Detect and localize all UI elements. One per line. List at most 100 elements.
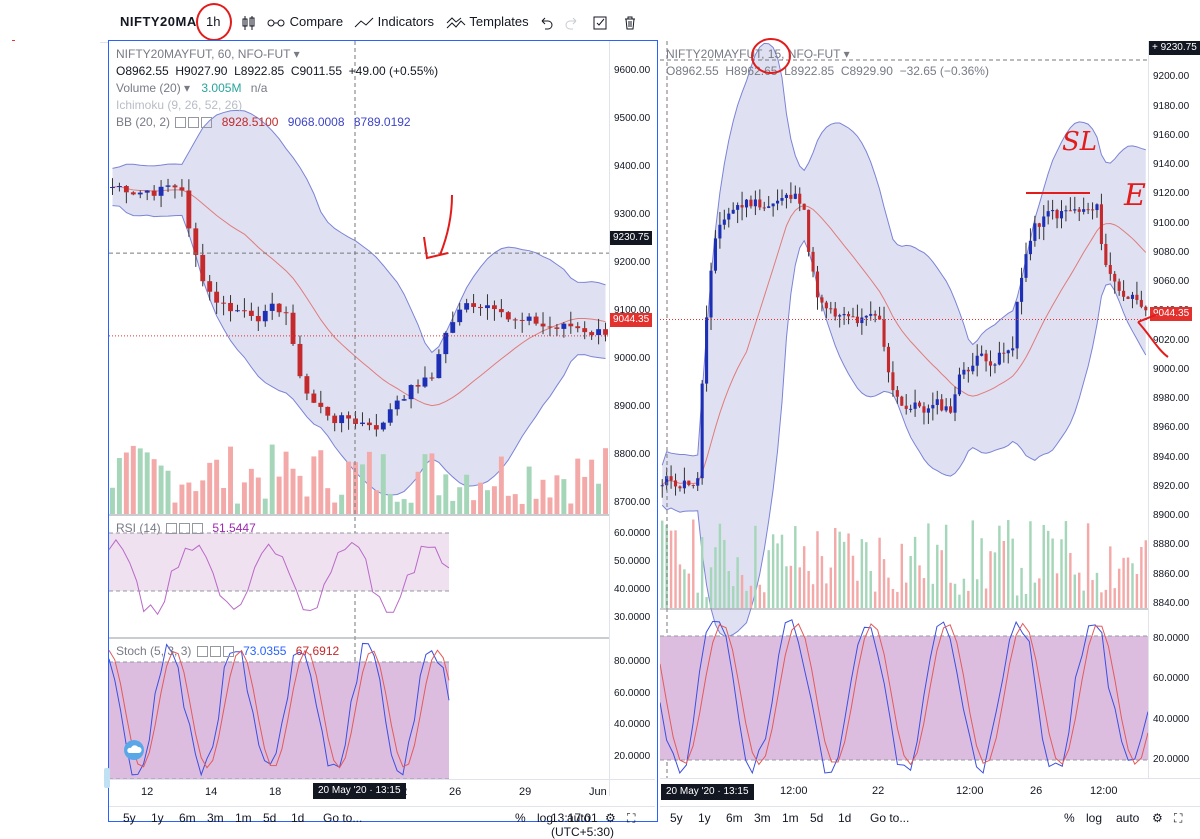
right-price-tick: 9000.00 [1153,363,1190,375]
chevron-down-icon[interactable]: ▾ [184,81,191,95]
volume-bar [705,597,708,608]
right-price-tick: 9180.00 [1153,100,1190,112]
right-range-5d[interactable]: 5d [810,811,824,825]
right-price-tick: 8960.00 [1153,422,1190,434]
candle-body [1073,209,1077,211]
templates-button[interactable]: Templates [446,12,529,32]
left-range-3m[interactable]: 3m [207,811,224,825]
eye-icon[interactable] [209,646,221,658]
volume-bar [255,477,261,514]
volume-bar [519,503,525,514]
left-rsi-legend[interactable]: RSI (14) 51.5447 [116,521,256,535]
volume-bar [922,578,926,608]
indicators-label: Indicators [377,14,434,29]
scroll-handle[interactable] [104,768,110,788]
volume-bar [1122,557,1125,608]
right-range-1y[interactable]: 1y [698,811,711,825]
volume-bar [568,503,574,514]
candle-body [547,326,553,328]
right-range-1m[interactable]: 1m [782,811,799,825]
left-chart[interactable] [109,41,609,796]
right-gear-icon[interactable]: ⚙ [1152,811,1163,825]
bollinger-upper-line [661,42,1146,466]
right-range-3m[interactable]: 3m [754,811,771,825]
volume-bar [714,547,717,608]
left-price-axis[interactable]: 9600.00 9500.00 9400.00 9300.00 9200.00 9100.… [609,41,656,796]
select-button[interactable] [592,12,608,32]
interval-circle-mark [196,3,232,41]
rsi-line [109,539,450,616]
right-time-axis[interactable]: 12:00 22 12:00 26 12:00 [660,778,1200,803]
left-range-1y[interactable]: 1y [151,811,164,825]
right-price-tick: 8880.00 [1153,539,1190,551]
left-auto-toggle[interactable]: auto [567,811,591,825]
close-icon[interactable] [201,117,213,129]
symbol-search[interactable]: NIFTY20MA [120,14,197,29]
candle-body [793,193,797,199]
right-range-1d[interactable]: 1d [838,811,852,825]
chevron-down-icon[interactable]: ▾ [843,47,850,61]
volume-bar [900,543,903,608]
right-chart[interactable] [660,41,1148,778]
volume-bar [678,564,682,608]
volume-bar [958,594,961,608]
tradingview-logo[interactable] [124,740,144,760]
right-log-toggle[interactable]: log [1086,811,1103,825]
candle-body [709,270,713,318]
left-high: H9027.90 [175,64,228,78]
right-fullscreen-icon[interactable]: ⛶ [1174,811,1183,825]
left-goto-button[interactable]: Go to... [323,811,363,825]
right-price-tick: 9160.00 [1153,129,1190,141]
right-range-5y[interactable]: 5y [670,811,683,825]
candle-body [713,238,718,271]
eye-icon[interactable] [188,117,200,129]
volume-bar [186,482,192,514]
candle-body [408,385,414,400]
candle-body [926,408,930,413]
left-stoch-legend[interactable]: Stoch (5, 3, 3) 73.0355 67.6912 [116,644,339,658]
settings-icon[interactable] [175,117,187,129]
close-icon[interactable] [192,523,204,535]
settings-icon[interactable] [196,646,208,658]
volume-bar [1082,590,1085,608]
volume-value: 3.005M [201,81,242,95]
left-range-5d[interactable]: 5d [263,811,277,825]
right-price-axis[interactable]: 9220.009200.009180.009160.009140.009120.… [1148,41,1200,778]
left-gear-icon[interactable]: ⚙ [605,811,616,825]
undo-button[interactable] [538,12,554,32]
left-title: NIFTY20MAYFUT, 60, NFO-FUT ▾ [116,47,300,61]
eye-icon[interactable] [179,523,191,535]
left-volume-legend[interactable]: Volume (20) ▾ 3.005M n/a [116,81,267,95]
candle-body [394,400,400,410]
plus-icon[interactable]: + [1152,42,1158,53]
left-range-1m[interactable]: 1m [235,811,252,825]
right-range-6m[interactable]: 6m [726,811,743,825]
left-range-1d[interactable]: 1d [291,811,305,825]
left-range-5y[interactable]: 5y [123,811,136,825]
candle-body [869,313,873,316]
chevron-down-icon[interactable]: ▾ [293,47,300,61]
right-auto-toggle[interactable]: auto [1116,811,1140,825]
right-low: L8922.85 [784,64,835,78]
left-bb-legend[interactable]: BB (20, 2) 8928.5100 9068.0008 8789.0192 [116,115,411,129]
volume-bar [471,500,477,514]
left-range-6m[interactable]: 6m [179,811,196,825]
right-percent-toggle[interactable]: % [1064,811,1075,825]
volume-bar [498,456,504,514]
chart-style-button[interactable] [240,12,258,32]
left-fullscreen-icon[interactable]: ⛶ [627,811,636,825]
volume-bar [561,479,567,514]
close-icon[interactable] [222,646,234,658]
right-goto-button[interactable]: Go to... [870,811,910,825]
delete-button[interactable] [622,12,638,32]
volume-bar [172,502,178,514]
redo-button[interactable] [564,12,580,32]
left-log-toggle[interactable]: log [537,811,554,825]
indicators-button[interactable]: Indicators [354,12,434,32]
candle-body [478,306,483,309]
left-percent-toggle[interactable]: % [515,811,526,825]
settings-icon[interactable] [166,523,178,535]
volume-bar [1007,520,1010,608]
left-ichimoku-legend[interactable]: Ichimoku (9, 26, 52, 26) [116,98,242,112]
compare-button[interactable]: Compare [266,12,343,32]
